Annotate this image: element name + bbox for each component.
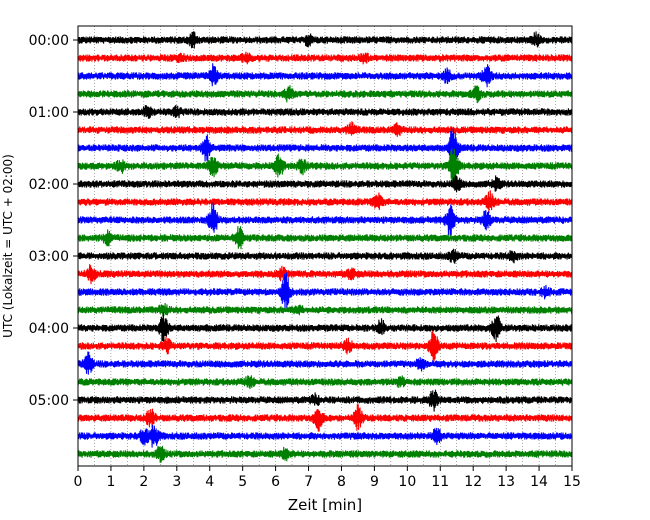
trace-0200 xyxy=(78,175,572,193)
x-tick-label: 0 xyxy=(74,474,83,490)
trace-0530 xyxy=(78,424,572,448)
trace-0430 xyxy=(78,351,572,375)
trace-0100 xyxy=(78,104,572,119)
trace-0230 xyxy=(78,202,572,237)
x-tick-label: 8 xyxy=(337,474,346,490)
x-axis-label: Zeit [min] xyxy=(288,496,362,514)
trace-0045 xyxy=(78,85,572,104)
trace-0315 xyxy=(78,264,572,285)
trace-0000 xyxy=(78,31,572,49)
y-tick-label: 02:00 xyxy=(29,177,69,193)
x-tick-label: 2 xyxy=(139,474,148,490)
trace-0500 xyxy=(78,389,572,412)
trace-0300 xyxy=(78,248,572,264)
plot-frame xyxy=(77,25,573,467)
grid-lines xyxy=(94,26,556,466)
x-tick-label: 12 xyxy=(464,474,482,490)
x-tick-label: 1 xyxy=(106,474,115,490)
y-tick-label: 04:00 xyxy=(29,321,69,337)
trace-0215 xyxy=(78,190,572,213)
y-axis-ticks: 00:00 01:00 02:00 03:00 04:00 05:00 xyxy=(29,33,78,409)
trace-0515 xyxy=(78,404,572,432)
trace-0245 xyxy=(78,226,572,250)
trace-0115 xyxy=(78,121,572,137)
x-tick-label: 7 xyxy=(304,474,313,490)
trace-0400 xyxy=(78,312,572,343)
x-tick-label: 9 xyxy=(370,474,379,490)
x-tick-label: 15 xyxy=(563,474,581,490)
y-tick-label: 01:00 xyxy=(29,105,69,121)
trace-0545 xyxy=(78,445,572,463)
y-tick-label: 05:00 xyxy=(29,393,69,409)
y-tick-label: 00:00 xyxy=(29,33,69,49)
x-axis-ticks: 0 1 2 3 4 5 6 7 8 9 10 11 12 13 14 15 xyxy=(74,466,581,490)
trace-0330 xyxy=(78,272,572,311)
trace-0415 xyxy=(78,330,572,361)
x-tick-label: 14 xyxy=(530,474,548,490)
x-tick-label: 11 xyxy=(431,474,449,490)
x-tick-label: 3 xyxy=(172,474,181,490)
x-tick-label: 10 xyxy=(398,474,416,490)
trace-0345 xyxy=(78,303,572,317)
x-tick-label: 6 xyxy=(271,474,280,490)
trace-0015 xyxy=(78,51,572,65)
x-tick-label: 4 xyxy=(205,474,214,490)
trace-0145 xyxy=(78,148,572,188)
y-axis-label: UTC (Lokalzeit = UTC + 02:00) xyxy=(1,154,15,338)
y-tick-label: 03:00 xyxy=(29,249,69,265)
trace-layer xyxy=(78,31,572,463)
trace-0030 xyxy=(78,63,572,88)
trace-0445 xyxy=(78,375,572,390)
x-tick-label: 13 xyxy=(497,474,515,490)
x-tick-label: 5 xyxy=(238,474,247,490)
trace-0130 xyxy=(78,127,572,173)
